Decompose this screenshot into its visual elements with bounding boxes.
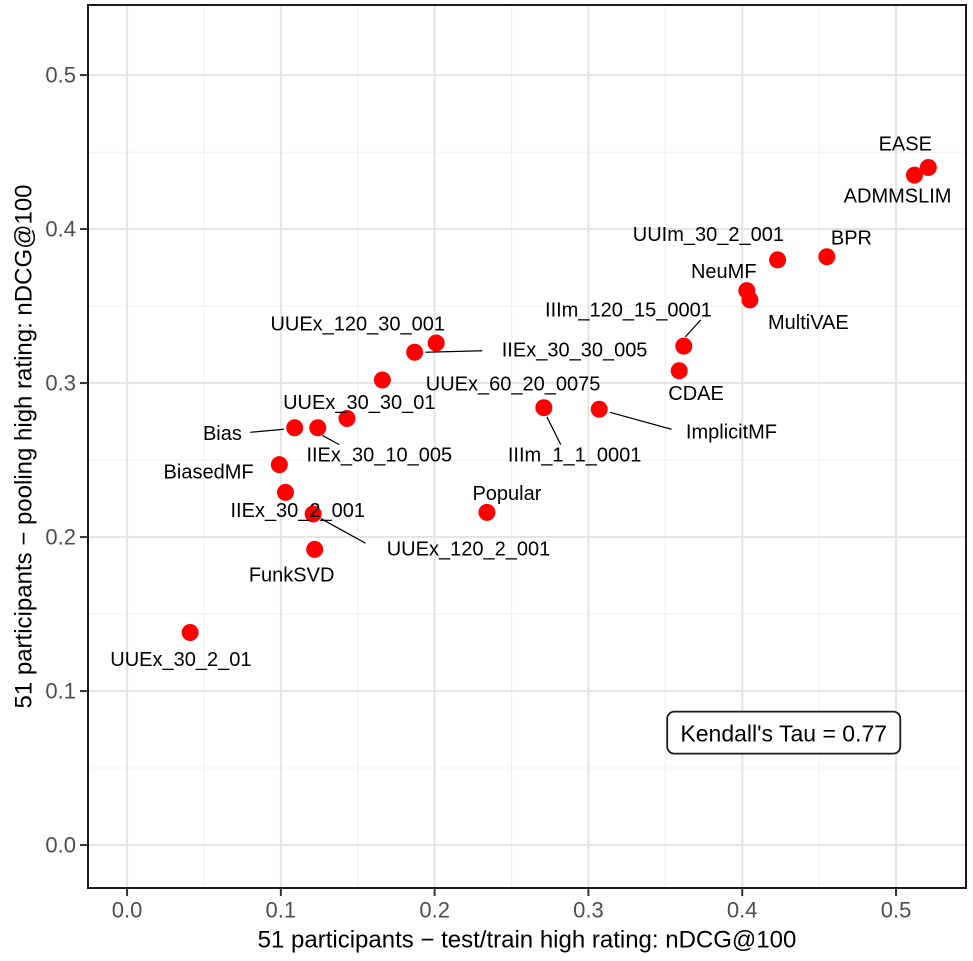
x-tick-label: 0.4 [727,898,758,923]
y-tick-label: 0.5 [45,63,76,88]
data-point-MultiVAE [741,291,759,309]
data-point-ImplicitMF [590,400,608,418]
data-point-UUIm_30_2_001 [769,251,787,269]
point-label-NeuMF: NeuMF [691,261,757,283]
point-label-Bias: Bias [203,423,242,445]
point-label-BPR: BPR [831,227,872,249]
y-axis-title: 51 participants − pooling high rating: n… [11,184,38,708]
data-point-IIIm_1_1_0001 [535,399,553,417]
y-tick-label: 0.2 [45,525,76,550]
y-tick-label: 0.1 [45,679,76,704]
data-point-IIEx_30_2_001 [276,483,294,501]
label-leader-line [684,319,702,338]
data-point-UUEx_120_2_001 [304,505,322,523]
label-leader-line [322,434,340,446]
point-label-Popular: Popular [472,483,541,505]
point-label-IIEx_30_2_001: IIEx_30_2_001 [230,500,365,522]
point-label-BiasedMF: BiasedMF [164,461,254,483]
point-label-ADMMSLIM: ADMMSLIM [844,186,952,208]
panel-border [87,4,967,889]
label-leader-line [250,428,284,433]
label-leader-line [609,411,672,430]
data-point-ADMMSLIM [905,166,923,184]
point-label-UUIm_30_2_001: UUIm_30_2_001 [633,224,784,246]
y-tick-label: 0.4 [45,217,76,242]
data-point-UUEx_30_2_01 [181,624,199,642]
x-tick-label: 0.1 [266,898,297,923]
point-label-IIIm_120_15_0001: IIIm_120_15_0001 [545,300,712,322]
point-label-CDAE: CDAE [668,383,724,405]
x-tick-label: 0.3 [573,898,604,923]
label-leader-line [320,518,366,544]
point-label-UUEx_120_30_001: UUEx_120_30_001 [270,314,445,336]
data-point-UUEx_60_20_0075 [373,371,391,389]
label-leader-line [425,350,483,353]
point-label-UUEx_120_2_001: UUEx_120_2_001 [387,538,550,560]
point-label-EASE: EASE [879,133,932,155]
y-tick-label: 0.3 [45,371,76,396]
kendall-tau-annotation-text: Kendall's Tau = 0.77 [680,721,887,747]
point-label-IIEx_30_10_005: IIEx_30_10_005 [306,444,452,466]
data-point-IIIm_120_15_0001 [675,337,693,355]
point-label-IIEx_30_30_005: IIEx_30_30_005 [502,340,648,362]
data-point-BiasedMF [270,456,288,474]
x-axis-title: 51 participants − test/train high rating… [258,927,797,954]
data-point-UUEx_30_30_01 [338,409,356,427]
point-label-FunkSVD: FunkSVD [249,565,335,587]
data-point-CDAE [670,362,688,380]
data-point-EASE [919,158,937,176]
point-label-UUEx_30_2_01: UUEx_30_2_01 [110,649,251,671]
data-point-UUEx_120_30_001 [427,334,445,352]
point-label-IIIm_1_1_0001: IIIm_1_1_0001 [508,444,641,466]
point-label-MultiVAE: MultiVAE [768,312,849,334]
data-point-IIEx_30_10_005 [309,419,327,437]
data-point-Bias [286,419,304,437]
point-label-UUEx_30_30_01: UUEx_30_30_01 [283,392,435,414]
point-label-ImplicitMF: ImplicitMF [686,421,777,443]
x-tick-label: 0.2 [419,898,450,923]
point-label-UUEx_60_20_0075: UUEx_60_20_0075 [426,374,601,396]
label-leader-line [546,416,562,445]
data-point-IIEx_30_30_005 [406,343,424,361]
data-point-BPR [818,248,836,266]
kendall-tau-annotation-box [666,710,902,755]
x-tick-label: 0.5 [881,898,912,923]
x-tick-label: 0.0 [112,898,143,923]
data-point-Popular [478,503,496,521]
data-point-FunkSVD [306,540,324,558]
y-tick-label: 0.0 [45,833,76,858]
